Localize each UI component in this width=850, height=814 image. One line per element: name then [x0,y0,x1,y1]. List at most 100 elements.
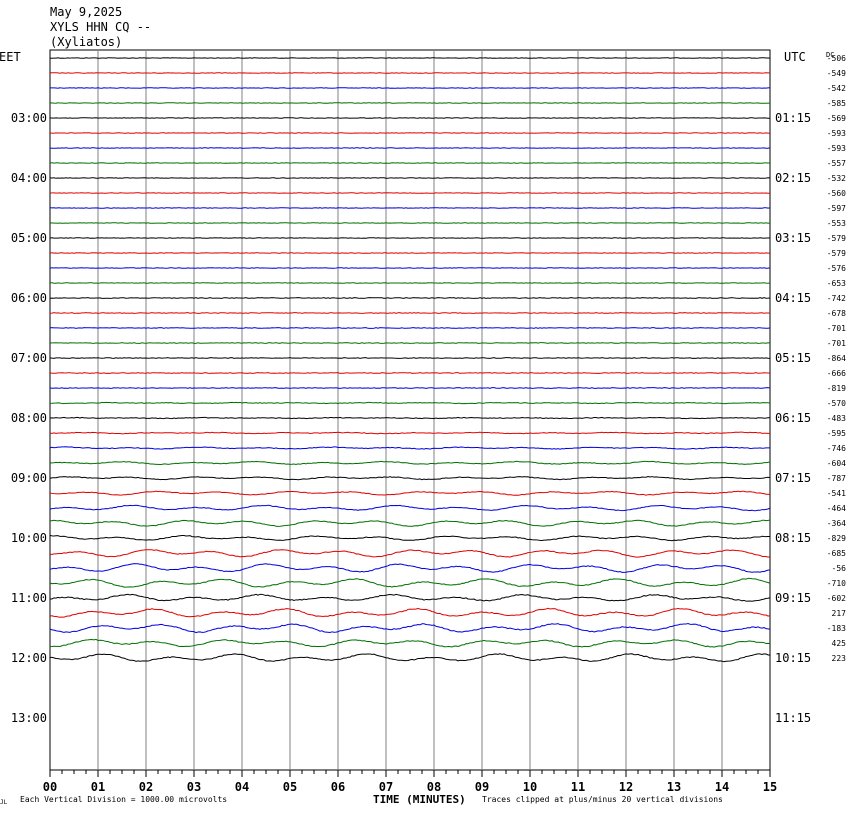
dc-offset-label: -678 [827,309,846,318]
dc-offset-label: -604 [827,459,846,468]
trace-line [49,237,771,239]
trace-line [49,327,771,329]
dc-offset-label: -506 [827,54,846,63]
trace-line [49,431,771,435]
trace-line [49,252,771,254]
trace-line [50,653,771,663]
trace-line [49,162,771,164]
dc-header-label: DC [826,51,834,59]
right-hour-label: 07:15 [775,471,811,485]
left-hour-labels: 03:00 04:00 05:00 06:00 07:00 08:00 09:00 10:00… [11,111,47,725]
x-tick-label: 14 [715,780,729,794]
left-hour-label: 12:00 [11,651,47,665]
dc-offset-label: 223 [832,654,847,663]
dc-offset-label: -701 [827,339,846,348]
trace-line [49,607,771,618]
dc-offset-label: -653 [827,279,846,288]
x-tick-label: 07 [379,780,393,794]
dc-offset-label: -685 [827,549,846,558]
station-label: XYLS HHN CQ -- [50,20,151,34]
dc-offset-label: -579 [827,249,846,258]
seismic-traces [49,57,771,663]
trace-line [49,416,771,420]
right-hour-label: 02:15 [775,171,811,185]
right-hour-label: 06:15 [775,411,811,425]
dc-offset-label: 217 [832,609,847,618]
trace-line [49,593,771,602]
right-hour-label: 09:15 [775,591,811,605]
trace-line [49,102,771,104]
trace-line [49,563,771,573]
trace-line [49,534,771,542]
right-hour-label: 10:15 [775,651,811,665]
trace-line [49,207,771,209]
x-tick-label: 08 [427,780,441,794]
dc-offset-label: -570 [827,399,846,408]
x-tick-label: 13 [667,780,681,794]
right-hour-label: 01:15 [775,111,811,125]
clip-note: Traces clipped at plus/minus 20 vertical… [482,795,723,804]
x-tick-label: 00 [43,780,57,794]
x-tick-label: 05 [283,780,297,794]
left-hour-label: 09:00 [11,471,47,485]
trace-line [49,372,771,374]
right-hour-label: 04:15 [775,291,811,305]
dc-offset-label: -829 [827,534,846,543]
dc-offset-label: -569 [827,114,846,123]
trace-line [49,357,771,359]
dc-offset-label: -742 [827,294,846,303]
x-axis-ticks: 00 01 02 03 04 05 06 07 08 09 10 11 12 13 14 15 [43,770,777,794]
trace-line [49,147,771,149]
dc-offset-label: -183 [827,624,846,633]
dc-offset-label: -557 [827,159,846,168]
date-label: May 9,2025 [50,5,122,19]
dc-offset-label: -364 [827,519,846,528]
trace-line [49,222,771,224]
right-hour-label: 08:15 [775,531,811,545]
trace-line [49,312,771,314]
left-hour-label: 08:00 [11,411,47,425]
dc-offset-label: -746 [827,444,846,453]
corner-mark: JL [0,799,8,806]
dc-offset-label: -710 [827,579,846,588]
left-hour-label: 03:00 [11,111,47,125]
trace-line [49,297,771,299]
x-axis-title: TIME (MINUTES) [373,793,466,806]
minute-gridlines [97,50,723,770]
trace-line [49,519,771,527]
left-hour-label: 10:00 [11,531,47,545]
trace-line [49,72,771,74]
trace-line [49,490,771,496]
x-tick-label: 15 [763,780,777,794]
dc-offset-label: -602 [827,594,846,603]
location-label: (Xyliatos) [50,35,122,49]
right-hour-label: 03:15 [775,231,811,245]
trace-line [49,504,771,512]
right-hour-label: 11:15 [775,711,811,725]
dc-offset-label: -595 [827,429,846,438]
dc-offset-label: -787 [827,474,846,483]
dc-offset-label: 425 [832,639,847,648]
trace-line [49,132,771,134]
x-tick-label: 06 [331,780,345,794]
dc-offset-label: -464 [827,504,846,513]
left-hour-label: 11:00 [11,591,47,605]
trace-line [49,387,771,389]
x-tick-label: 12 [619,780,633,794]
dc-offset-label: -593 [827,144,846,153]
x-tick-label: 04 [235,780,249,794]
dc-offset-label: -819 [827,384,846,393]
trace-line [49,623,771,634]
trace-line [49,476,771,481]
trace-line [49,282,771,284]
dc-offset-label: -864 [827,354,846,363]
plot-border [49,49,771,771]
trace-line [49,177,771,179]
trace-line [49,446,771,450]
left-timezone-label: EET [0,50,21,64]
dc-offset-label: -541 [827,489,846,498]
left-hour-label: 06:00 [11,291,47,305]
x-tick-label: 01 [91,780,105,794]
dc-offset-labels: -506 -549 -542 -585 -569 -593 -593 -557 -532 -560… [827,54,846,663]
